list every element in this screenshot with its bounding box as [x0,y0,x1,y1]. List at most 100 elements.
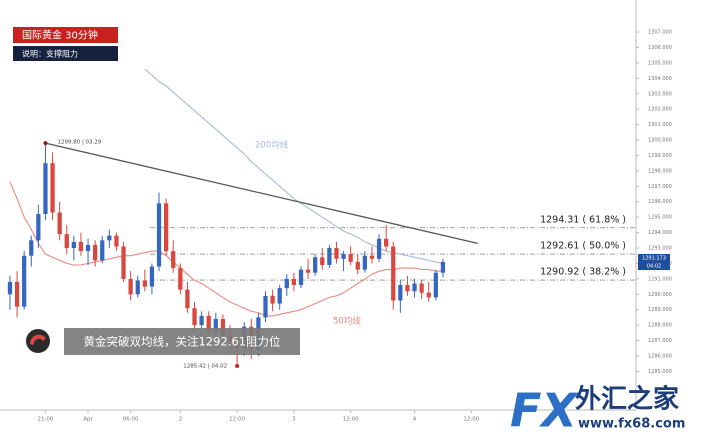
candle-body [149,266,155,287]
candle-body [50,163,55,213]
y-tick-label: 1288.000 [648,323,672,329]
icon [26,329,50,353]
plot-area: 1285.000 1286.000 1287.000 1288.000 1289.000… [7,30,672,423]
candle-body [14,281,20,307]
candle-body [156,203,162,267]
y-tick-label: 1299.000 [648,153,672,159]
candle-body [305,269,311,273]
candle-body [163,203,169,252]
level-label: 1292.61 ( 50.0% ) [540,241,626,252]
y-tick-label: 1294.000 [648,230,672,236]
price-tag [638,254,670,270]
candle-body [433,272,438,298]
candle-body [85,244,91,252]
candle-body [355,261,360,270]
candle-body [334,248,339,259]
y-tick-label: 1293.000 [648,246,672,252]
candle-body [43,163,48,215]
candle-body [199,315,204,326]
candle-body [391,246,396,301]
candle-body [100,240,105,261]
candle-body [128,278,133,295]
candle-body [178,268,183,290]
x-tick-label: Apr [83,417,93,423]
candle-body [362,255,367,270]
y-tick-label: 1295.000 [648,215,672,221]
y-tick-label: 1302.000 [648,107,672,113]
candle-body [7,281,13,295]
candle-body [192,308,197,326]
candle-body [398,285,403,301]
point [235,363,240,368]
icon-mark [29,334,46,345]
candle-body [213,318,218,332]
candle-body [270,295,275,304]
x-tick-label: 3 [292,417,296,423]
candle-body [142,280,147,287]
chart-subtitle: 说明：支撑阻力 [22,49,78,59]
candle-body [263,295,268,318]
annotation-box [64,328,300,355]
candle-body [206,315,211,332]
candle-body [412,283,417,292]
y-tick-label: 1285.000 [648,369,672,375]
y-tick-label: 1298.000 [648,168,672,174]
point-label: 1299.80 | 03.29 [57,140,101,146]
x-tick-label: 4 [413,417,417,423]
level-label: 1294.31 ( 61.8% ) [540,214,626,225]
candle-body [376,238,382,259]
candle-body [440,261,446,273]
x-tick-label: 2 [179,417,183,423]
y-tick-label: 1303.000 [648,91,672,97]
candle-body [277,288,282,304]
y-tick-label: 1305.000 [648,60,672,66]
candle-body [64,234,69,249]
candle-body [185,289,190,309]
y-tick-label: 1291.000 [648,276,672,282]
price-tag-text: 1291.173 [642,256,666,262]
candle-body [36,214,41,241]
candle-body [78,241,84,252]
series-label: 50均线 [333,316,361,327]
point-label: 1285.42 | 04.02 [183,363,227,369]
candle-body [121,246,126,279]
candle-body [114,235,119,247]
candle-body [220,318,226,336]
candle-body [341,254,346,259]
candle-body [348,254,353,262]
candle-body [107,235,112,241]
y-tick-label: 1307.000 [648,30,672,36]
subtitle-box [13,46,118,61]
price-tag-text: 04:02 [647,264,661,270]
logo: FX [510,384,579,435]
y-tick-label: 1300.000 [648,138,672,144]
candle-body [298,269,304,286]
candle-body [320,257,325,265]
y-tick-label: 1296.000 [648,199,672,205]
x-tick-label: 12:00 [229,417,245,423]
y-tick-label: 1306.000 [648,45,672,51]
y-tick-label: 1290.000 [648,292,672,298]
y-tick-label: 1289.000 [648,307,672,313]
y-tick-label: 1287.000 [648,338,672,344]
candle-body [57,212,62,235]
candle-body [93,244,98,261]
candle-body [291,278,297,286]
candle-body [313,257,318,273]
series-label: 200均线 [255,140,289,151]
level-label: 1290.92 ( 38.2% ) [540,267,626,278]
y-tick-label: 1304.000 [648,76,672,82]
annotation: 黄金突破双均线，关注1292.61阻力位 [83,335,280,349]
candle-body [135,280,140,295]
x-tick-label: 06:00 [123,417,139,423]
candle-body [327,248,332,265]
x-tick-label: 12:00 [463,417,479,423]
candle-body [29,240,34,256]
candle-body [71,241,76,249]
brand: 外汇之家 [575,384,679,415]
chart-title: 国际黄金 30分钟 [22,29,98,42]
candle-body [171,251,176,269]
trendline [45,142,478,245]
